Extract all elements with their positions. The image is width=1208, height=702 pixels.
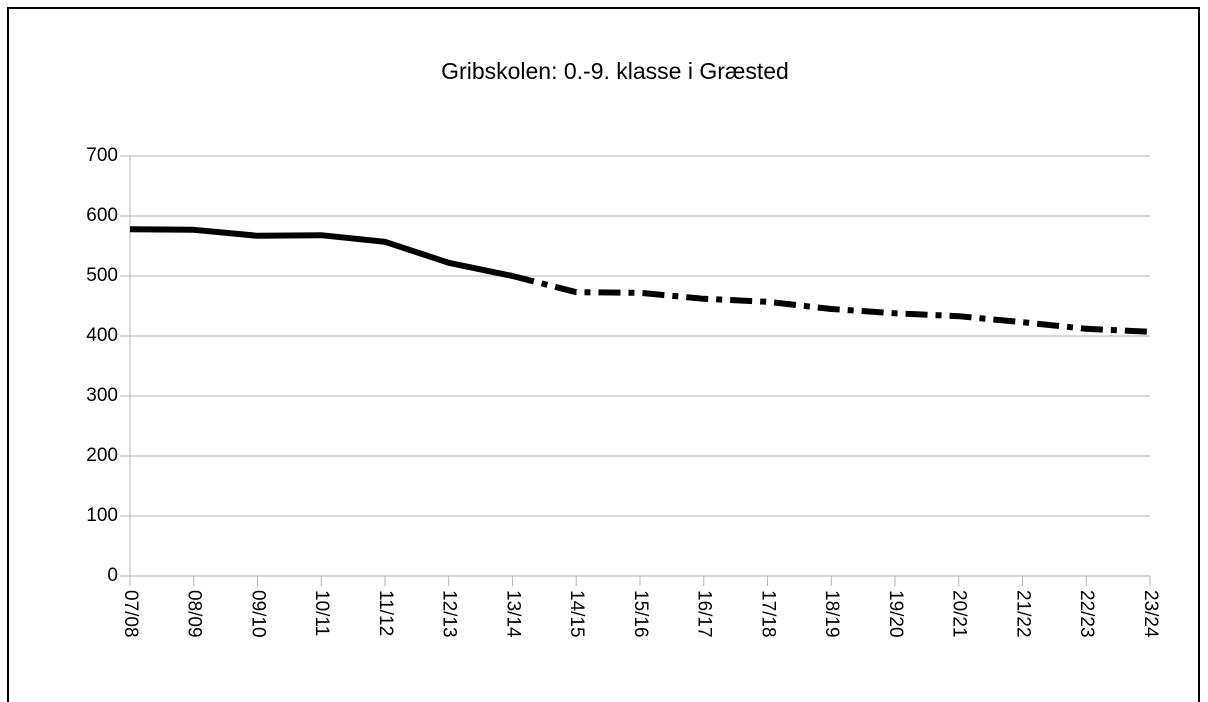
y-tick-label: 0	[107, 565, 118, 586]
y-tick-label: 500	[86, 265, 118, 286]
chart-frame	[7, 7, 1200, 702]
series-line	[129, 226, 514, 279]
x-tick-label: 20/21	[949, 590, 970, 638]
x-tick-label: 16/17	[694, 590, 715, 638]
y-tick-label: 100	[86, 505, 118, 526]
x-tick-label: 15/16	[630, 590, 651, 638]
x-tick-label: 13/14	[502, 590, 523, 638]
y-tick-label: 400	[86, 325, 118, 346]
x-tick-label: 14/15	[566, 590, 587, 638]
y-tick-label: 300	[86, 385, 118, 406]
y-tick-label: 700	[86, 145, 118, 166]
x-tick-label: 21/22	[1012, 590, 1033, 638]
x-tick-label: 18/19	[821, 590, 842, 638]
x-tick-label: 08/09	[184, 590, 205, 638]
x-tick-label: 12/13	[439, 590, 460, 638]
x-tick-label: 17/18	[757, 590, 778, 638]
x-tick-label: 10/11	[311, 590, 332, 636]
x-tick-label: 07/08	[120, 590, 141, 638]
y-tick-label: 600	[86, 205, 118, 226]
series-line	[511, 273, 1151, 335]
chart-title: Gribskolen: 0.-9. klasse i Græsted	[441, 58, 789, 84]
x-tick-label: 09/10	[247, 590, 268, 638]
x-tick-label: 11/12	[375, 590, 396, 636]
x-tick-label: 22/23	[1076, 590, 1097, 638]
y-tick-label: 200	[86, 445, 118, 466]
x-tick-label: 19/20	[885, 590, 906, 638]
x-tick-label: 23/24	[1140, 590, 1161, 638]
